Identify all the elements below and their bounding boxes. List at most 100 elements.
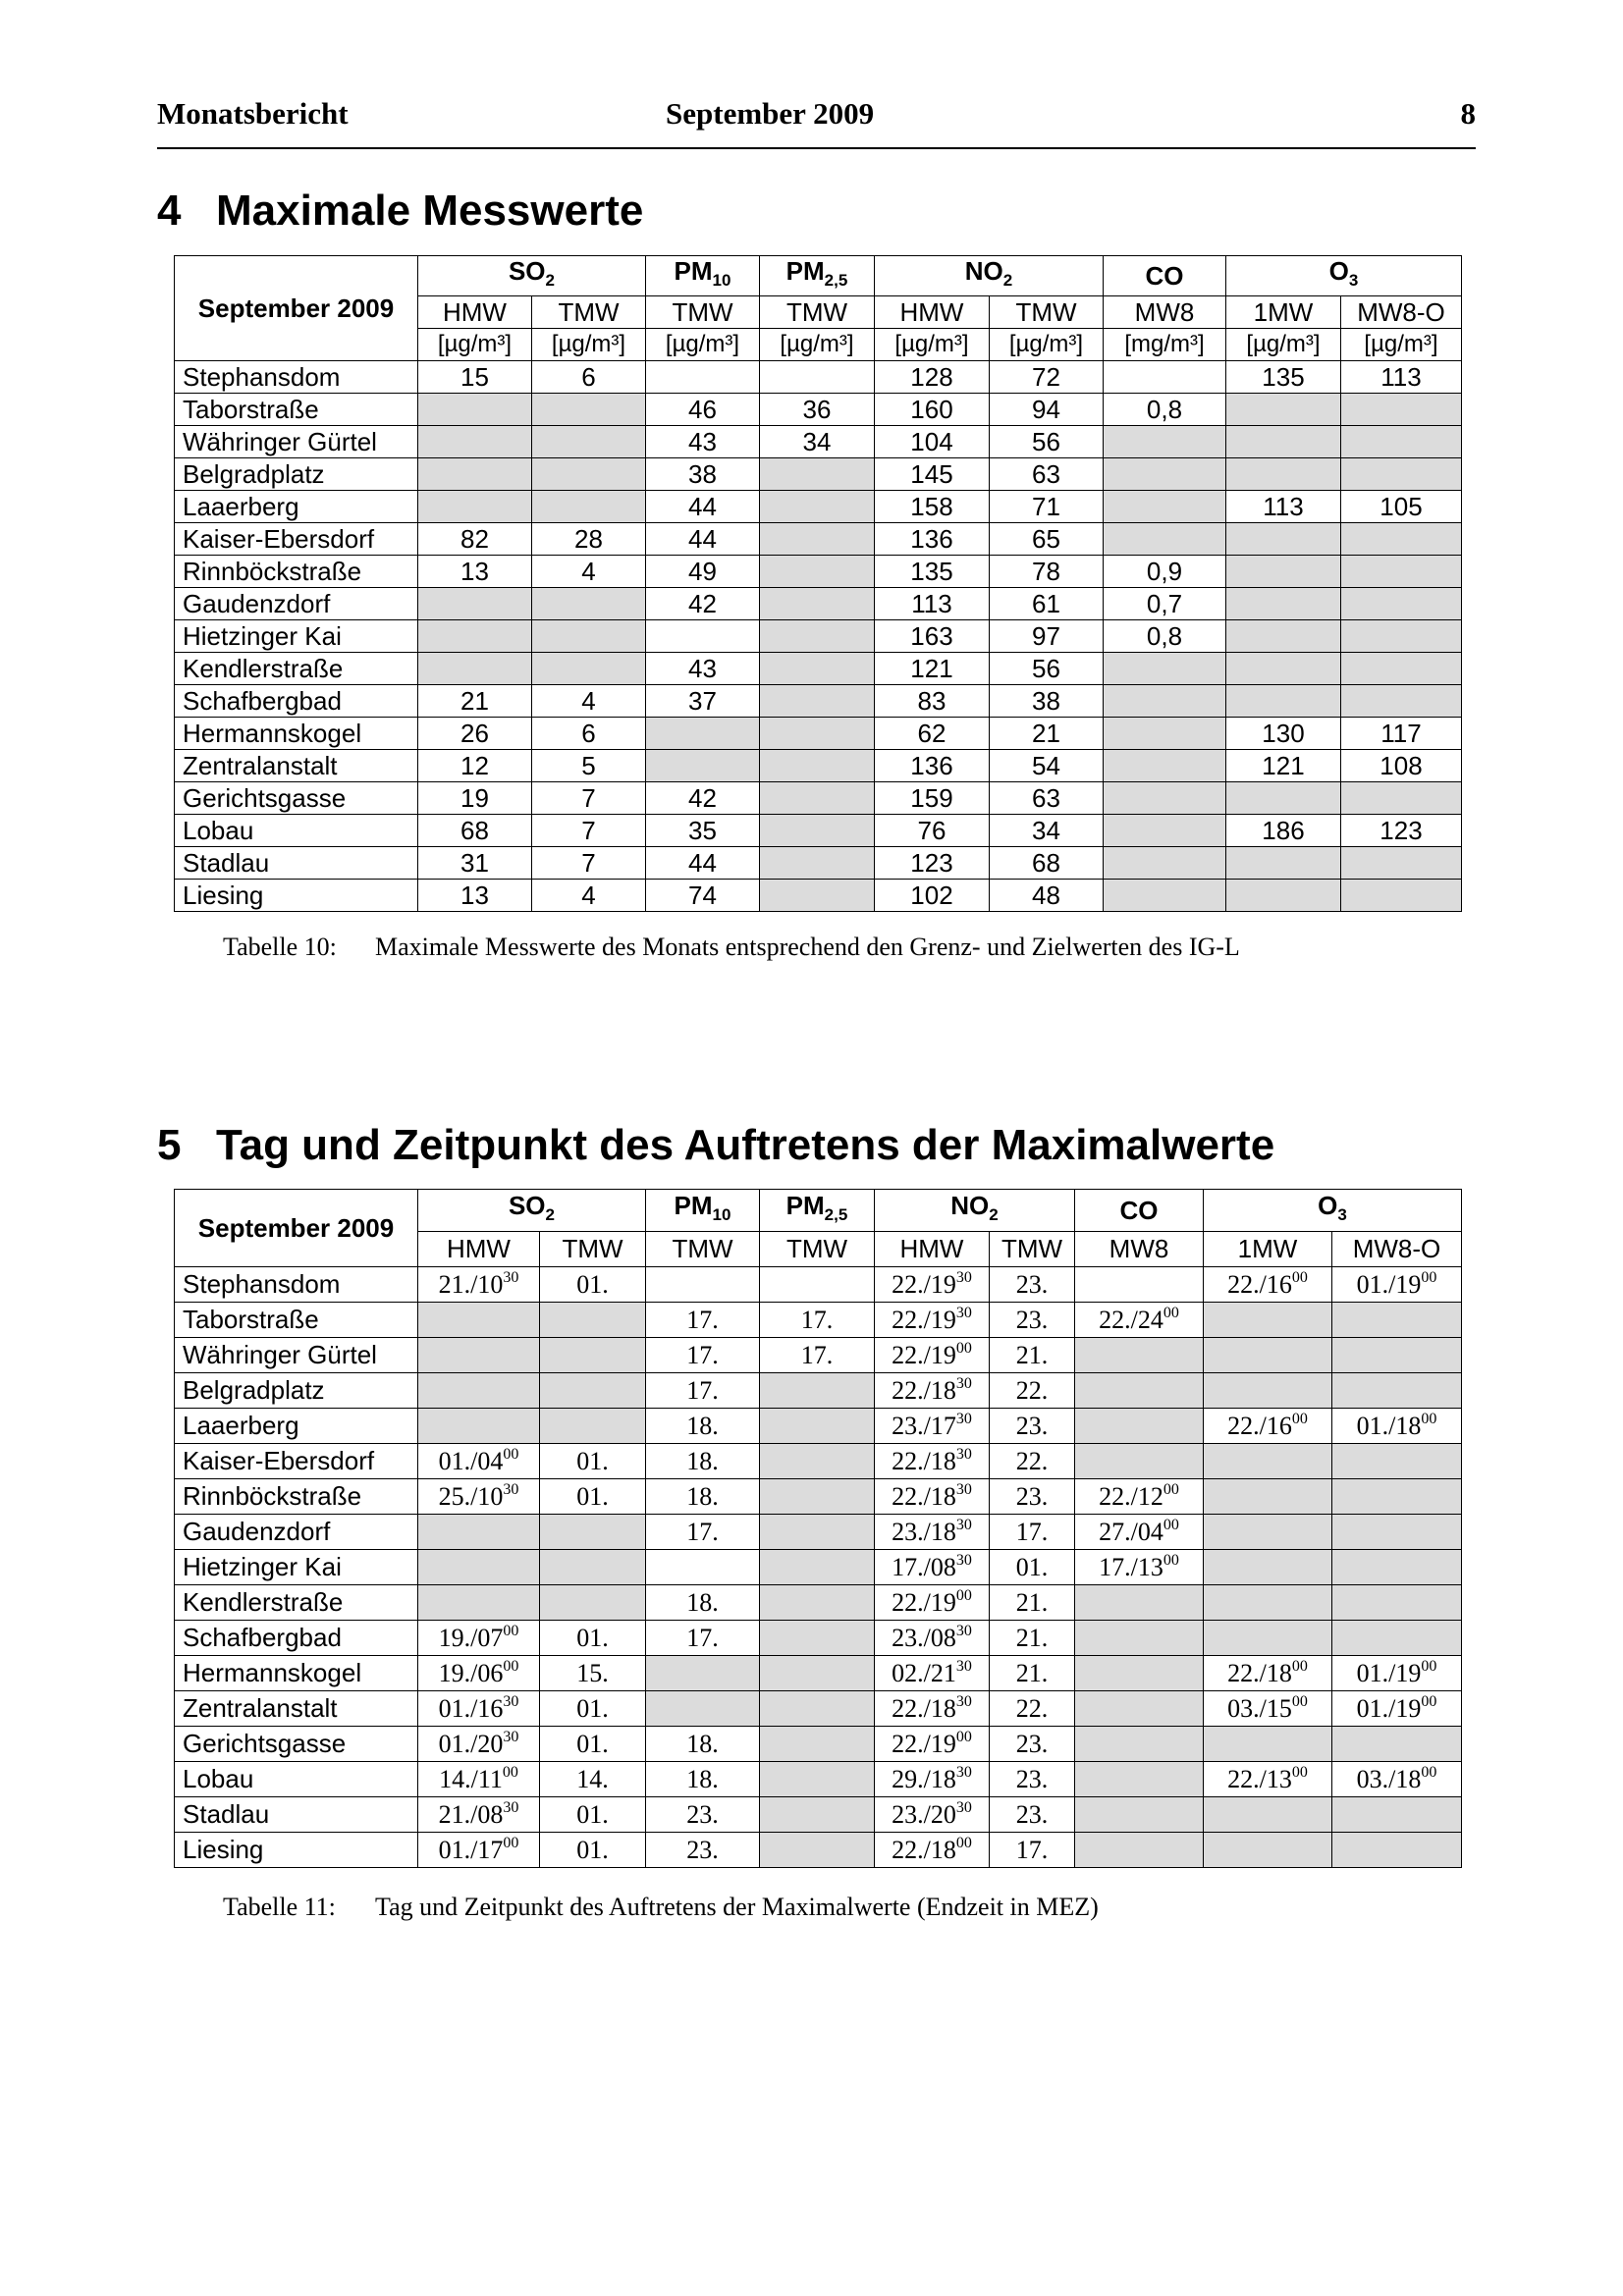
table-cell: 94 <box>989 393 1104 427</box>
empty-cell <box>1103 814 1226 848</box>
table-cell: 5 <box>531 749 646 783</box>
date: 22./13 <box>1227 1765 1292 1794</box>
empty-cell <box>1340 684 1462 719</box>
table-cell: 37 <box>645 684 760 719</box>
empty-cell <box>759 717 875 751</box>
table-cell: 49 <box>645 555 760 589</box>
date: 29./18 <box>892 1765 956 1794</box>
table-cell: 82 <box>417 522 532 557</box>
table-cell: 63 <box>989 457 1104 492</box>
table-cell: 128 <box>874 360 990 395</box>
station-name: Schafbergbad <box>174 684 418 719</box>
empty-cell <box>539 1302 646 1339</box>
empty-cell <box>759 749 875 783</box>
table-cell: 03./1500 <box>1203 1690 1332 1728</box>
group-name: PM <box>785 1191 825 1220</box>
column-header: TMW <box>759 1231 875 1268</box>
table-cell: 22./1930 <box>874 1302 990 1339</box>
table-cell: 21. <box>989 1584 1075 1622</box>
empty-cell <box>531 393 646 427</box>
group-header: O3 <box>1203 1188 1462 1233</box>
table-cell: 104 <box>874 425 990 459</box>
station-name: Laaerberg <box>174 1408 418 1445</box>
time: 00 <box>502 1764 518 1782</box>
table-cell: 01. <box>539 1266 646 1304</box>
table-cell: 23./1730 <box>874 1408 990 1445</box>
column-header: TMW <box>531 295 646 330</box>
empty-cell <box>1203 1302 1332 1339</box>
empty-cell <box>1331 1584 1462 1622</box>
table-cell: 158 <box>874 490 990 524</box>
table-cell: 4 <box>531 555 646 589</box>
table-cell: 22./1800 <box>874 1832 990 1869</box>
time: 00 <box>1291 1693 1308 1711</box>
empty-cell <box>645 1549 760 1586</box>
table-cell: 15 <box>417 360 532 395</box>
time: 30 <box>955 1269 972 1287</box>
empty-cell <box>759 619 875 654</box>
time: 30 <box>955 1481 972 1499</box>
empty-cell <box>1103 717 1226 751</box>
date: 22./18 <box>892 1836 956 1865</box>
table-cell: 18. <box>645 1408 760 1445</box>
group-name: NO <box>964 256 1003 286</box>
table-cell: 29./1830 <box>874 1761 990 1798</box>
table-row: Kaiser-Ebersdorf 01./0400 01. 18. 22./1830 22… <box>174 1443 1462 1480</box>
group-name: PM <box>785 256 825 286</box>
table-cell: 01. <box>539 1726 646 1763</box>
table-cell: 4 <box>531 879 646 913</box>
table-cell: 22./1830 <box>874 1478 990 1516</box>
group-subscript: 10 <box>712 271 731 291</box>
group-subscript: 2 <box>989 1205 999 1225</box>
table-cell: 113 <box>1340 360 1462 395</box>
table-cell: 02./2130 <box>874 1655 990 1692</box>
table-cell: 68 <box>417 814 532 848</box>
unit-header: [µg/m³] <box>759 328 875 362</box>
group-subscript: 3 <box>1337 1205 1347 1225</box>
empty-cell <box>759 522 875 557</box>
empty-cell <box>1103 781 1226 816</box>
empty-cell <box>1103 457 1226 492</box>
time: 00 <box>955 1835 972 1852</box>
empty-cell <box>539 1337 646 1374</box>
empty-cell <box>1203 1796 1332 1834</box>
table-cell: 22./1900 <box>874 1726 990 1763</box>
empty-cell <box>1203 1372 1332 1410</box>
column-header: HMW <box>874 1231 990 1268</box>
empty-cell <box>1331 1796 1462 1834</box>
table-cell: 01./1630 <box>417 1690 540 1728</box>
time: 30 <box>955 1411 972 1428</box>
date: 03./18 <box>1356 1765 1422 1794</box>
table-cell: 18. <box>645 1761 760 1798</box>
empty-cell <box>417 1372 540 1410</box>
unit-header: [mg/m³] <box>1103 328 1226 362</box>
empty-cell <box>1203 1514 1332 1551</box>
table-caption: Tabelle 10: Maximale Messwerte des Monats… <box>223 933 1240 962</box>
station-name: Belgradplatz <box>174 457 418 492</box>
empty-cell <box>539 1549 646 1586</box>
table-cell: 54 <box>989 749 1104 783</box>
table-cell: 03./1800 <box>1331 1761 1462 1798</box>
empty-cell <box>1331 1514 1462 1551</box>
table: September 2009 SO2 PM10 PM2,5 NO2 CO O3 HMW TMW T… <box>174 254 1462 913</box>
group-name: O <box>1328 256 1349 286</box>
empty-cell <box>759 1584 875 1622</box>
empty-cell <box>759 684 875 719</box>
empty-cell <box>1203 1584 1332 1622</box>
table-cell: 22./1830 <box>874 1690 990 1728</box>
empty-cell <box>1331 1620 1462 1657</box>
station-name: Stephansdom <box>174 360 418 395</box>
empty-cell <box>1074 1266 1204 1304</box>
time: 30 <box>503 1729 519 1746</box>
station-name: Rinnböckstraße <box>174 1478 418 1516</box>
date: 22./12 <box>1099 1482 1163 1512</box>
empty-cell <box>1225 522 1341 557</box>
time: 00 <box>503 1623 519 1640</box>
table-cell: 7 <box>531 846 646 881</box>
group-subscript: 2 <box>545 271 556 291</box>
empty-cell <box>1074 1761 1204 1798</box>
date: 23./17 <box>892 1412 956 1441</box>
table-cell: 136 <box>874 749 990 783</box>
empty-cell <box>1103 749 1226 783</box>
table-cell: 22./1600 <box>1203 1408 1332 1445</box>
